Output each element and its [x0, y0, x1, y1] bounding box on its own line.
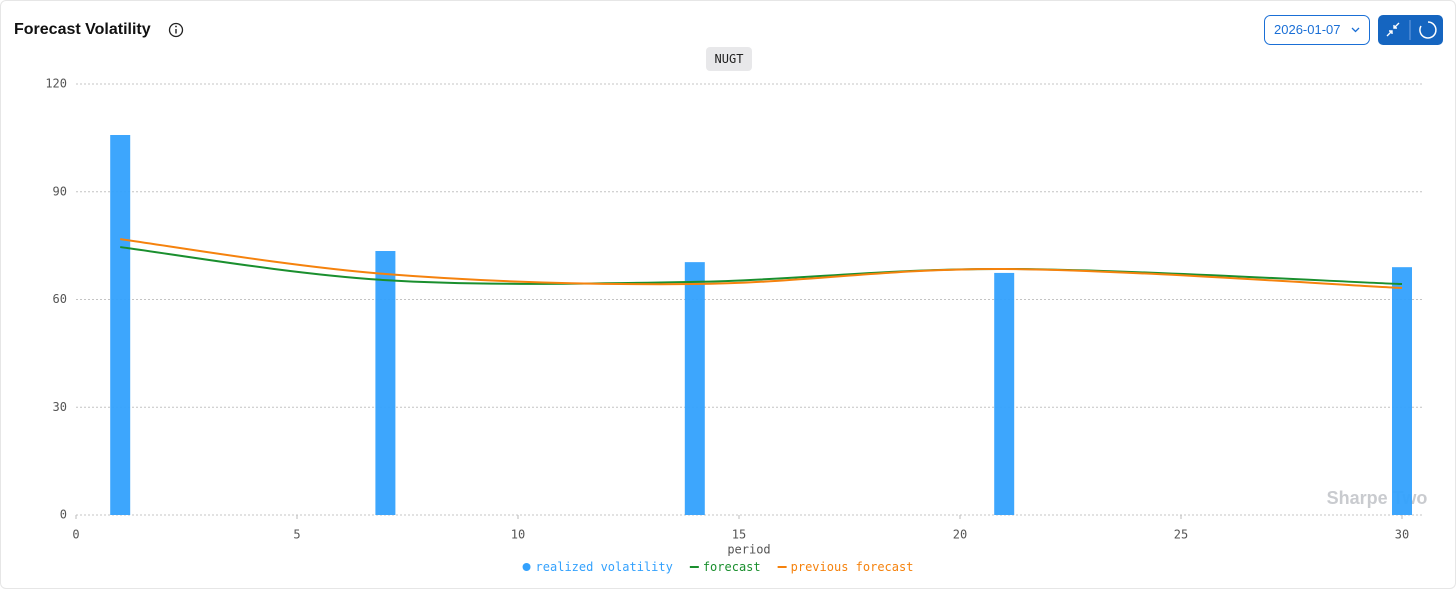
legend: realized volatility forecast previous fore… — [522, 560, 914, 574]
y-tick-label: 0 — [60, 508, 67, 522]
x-tick-label: 5 — [293, 528, 300, 542]
collapse-button[interactable] — [1378, 15, 1443, 45]
bar — [375, 251, 396, 515]
legend-swatch — [522, 563, 531, 571]
x-tick-label: 10 — [511, 528, 525, 542]
legend-label: forecast — [703, 560, 761, 574]
y-tick-label: 60 — [53, 292, 67, 306]
x-tick-label: 25 — [1174, 528, 1188, 542]
x-axis-label: period — [727, 543, 770, 557]
x-tick-label: 15 — [732, 528, 746, 542]
x-tick-label: 30 — [1395, 528, 1409, 542]
y-tick-label: 90 — [53, 184, 67, 198]
legend-item[interactable]: forecast — [689, 560, 761, 574]
y-tick-label: 120 — [45, 77, 67, 91]
line — [120, 238, 1403, 290]
legend-label: previous forecast — [791, 560, 914, 574]
x-tick-label: 0 — [72, 528, 79, 542]
bar — [994, 272, 1015, 515]
watermark: Sharpe Two — [1327, 488, 1428, 508]
subtitle-badge — [706, 47, 752, 71]
y-tick-label: 30 — [53, 400, 67, 414]
subtitle: NUGT — [715, 52, 744, 66]
legend-item[interactable]: realized volatility — [522, 560, 673, 574]
legend-item[interactable]: previous forecast — [777, 560, 914, 574]
date-value: 2026-01-07 — [1274, 22, 1341, 37]
x-tick-label: 20 — [953, 528, 967, 542]
info-icon[interactable] — [168, 22, 184, 38]
bar — [1392, 267, 1412, 515]
bar — [684, 262, 705, 515]
date-select[interactable]: 2026-01-07 — [1264, 15, 1370, 45]
legend-label: realized volatility — [536, 560, 673, 574]
bar — [110, 135, 131, 516]
title: Forecast Volatility — [14, 21, 151, 38]
line — [120, 246, 1403, 286]
